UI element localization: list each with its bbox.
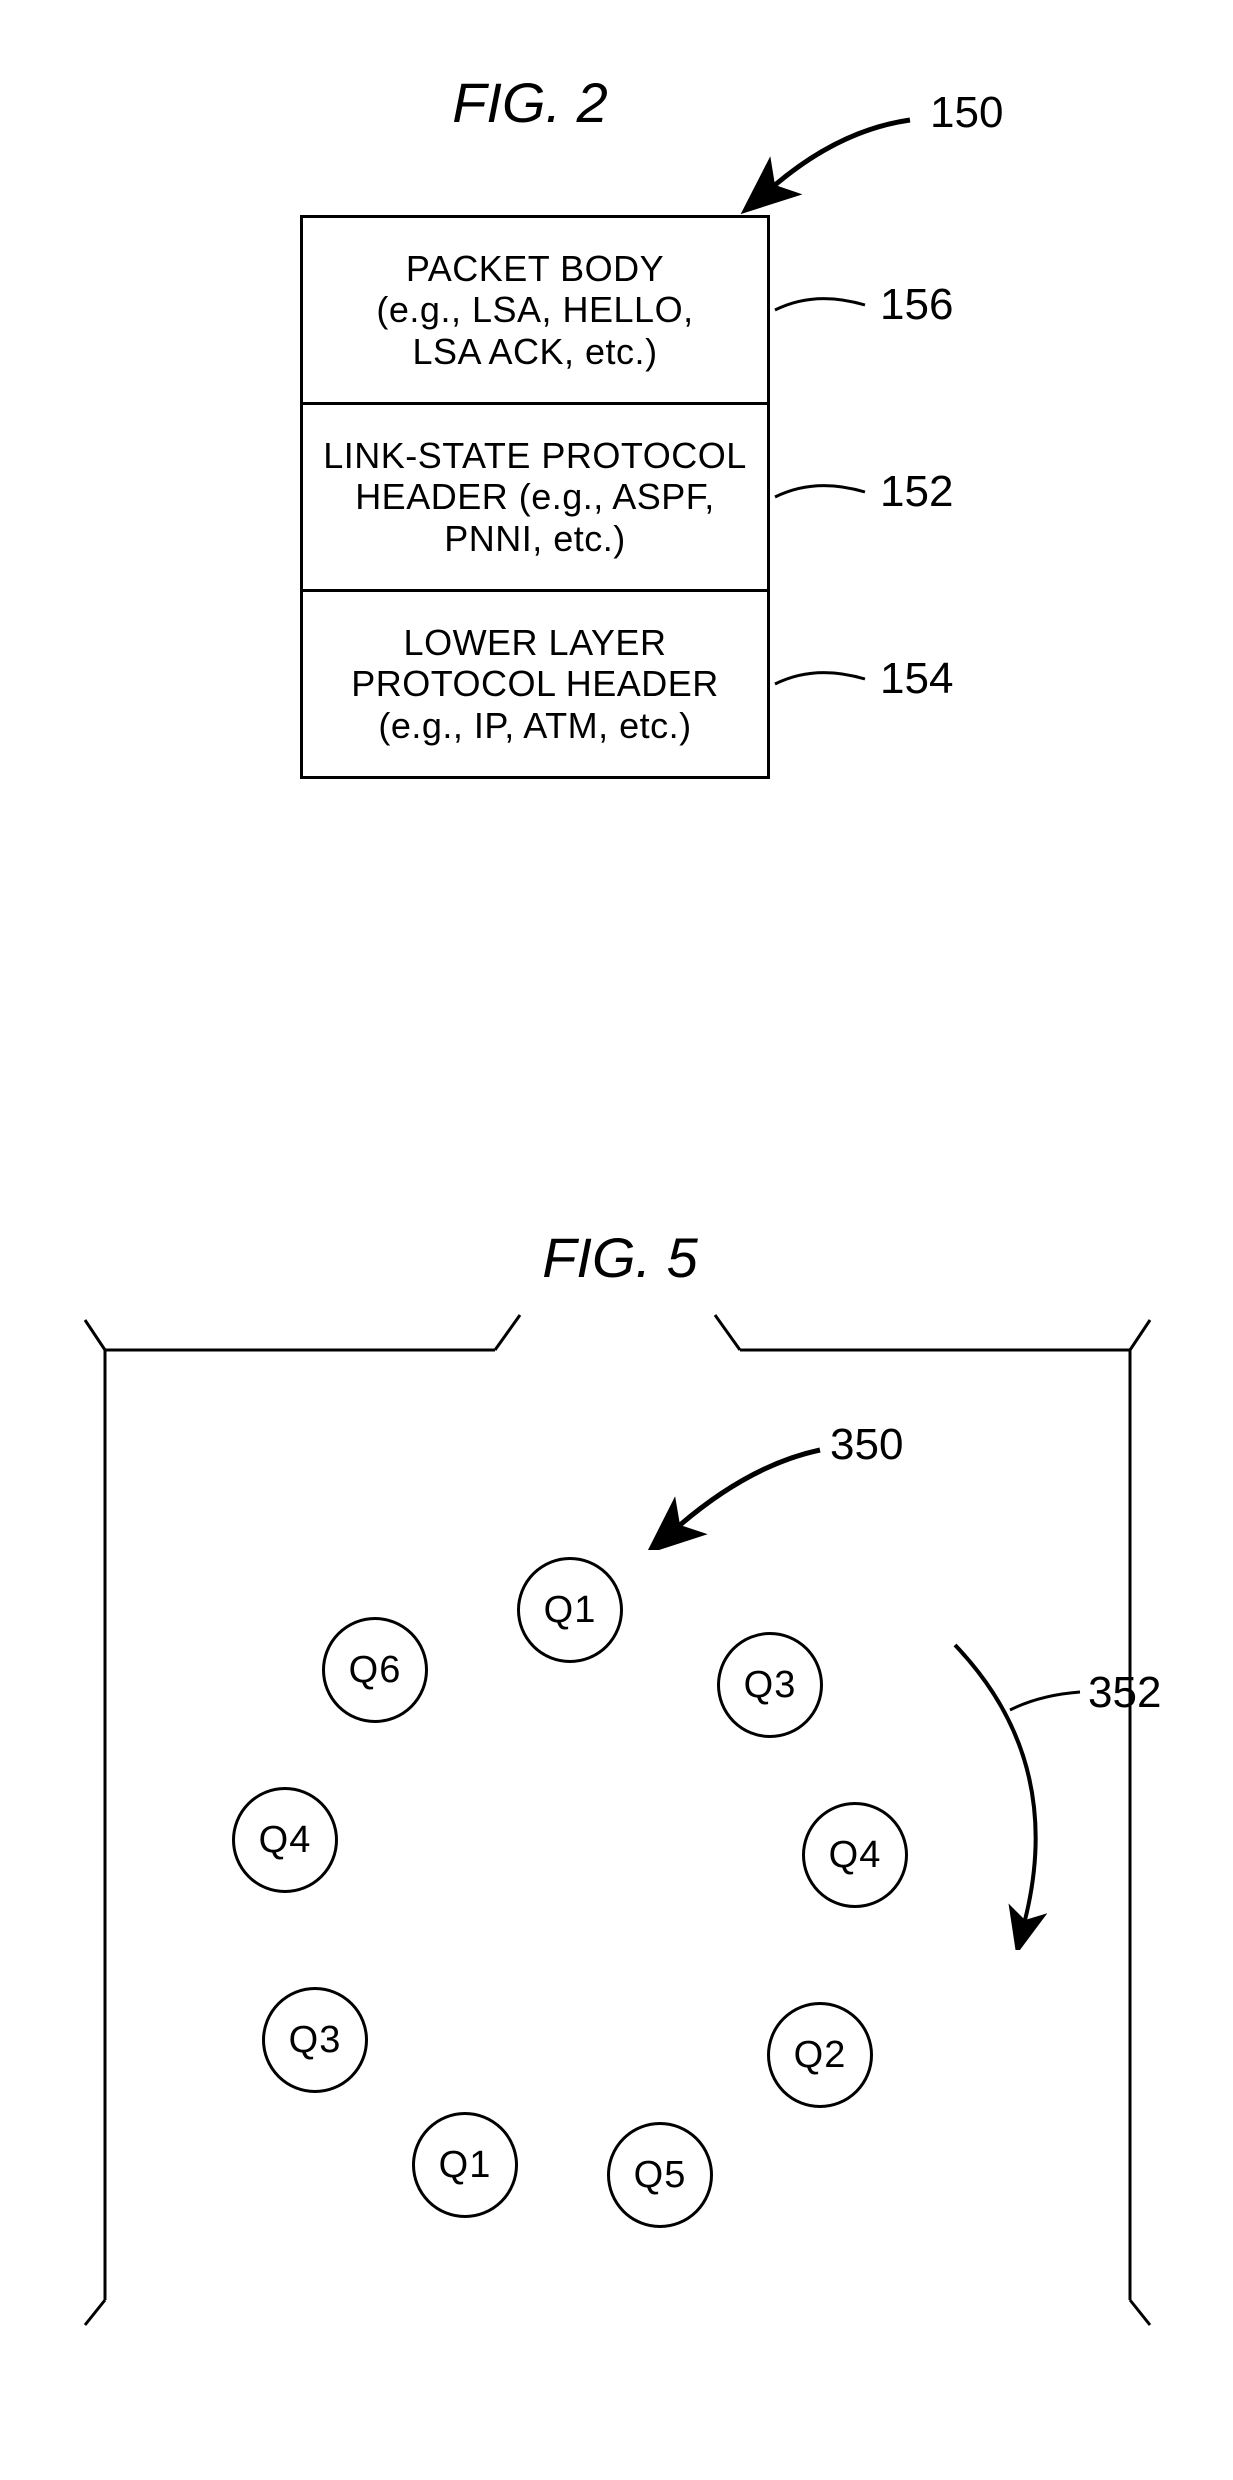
fig5-node-label: Q1 (544, 1589, 597, 1632)
fig5-node-label: Q4 (259, 1819, 312, 1862)
fig2-box-lower-line2: (e.g., IP, ATM, etc.) (378, 705, 691, 746)
fig5-ref-main: 350 (830, 1420, 903, 1470)
fig2-box-lower-line1: PROTOCOL HEADER (351, 663, 719, 704)
fig2-box-linkstate: LINK-STATE PROTOCOL HEADER (e.g., ASPF, … (300, 402, 770, 592)
fig5-node-q3-r: Q3 (717, 1632, 823, 1738)
fig2-box-body-line1: (e.g., LSA, HELLO, (376, 289, 693, 330)
fig2-box-linkstate-line1: HEADER (e.g., ASPF, (355, 476, 715, 517)
fig5-node-q4-r: Q4 (802, 1802, 908, 1908)
fig2-box-body: PACKET BODY (e.g., LSA, HELLO, LSA ACK, … (300, 215, 770, 405)
fig2-leader-154 (770, 654, 880, 714)
fig5-node-label: Q6 (349, 1649, 402, 1692)
fig5-node-q3-l: Q3 (262, 1987, 368, 2093)
fig2-box-lower: LOWER LAYER PROTOCOL HEADER (e.g., IP, A… (300, 589, 770, 779)
fig5-node-q5: Q5 (607, 2122, 713, 2228)
fig5-node-label: Q3 (744, 1664, 797, 1707)
fig2-ref-156: 156 (880, 280, 953, 330)
fig2-ref-154: 154 (880, 654, 953, 704)
fig5-node-q4-l: Q4 (232, 1787, 338, 1893)
fig2-box-lower-line0: LOWER LAYER (404, 622, 667, 663)
fig5-ref350-arrow (640, 1430, 860, 1550)
fig5-node-label: Q5 (634, 2154, 687, 2197)
fig5-node-q2: Q2 (767, 2002, 873, 2108)
fig5-title: FIG. 5 (470, 1225, 770, 1290)
fig2-box-linkstate-line2: PNNI, etc.) (444, 518, 626, 559)
fig2-leader-152 (770, 467, 880, 527)
fig5-node-q1-bl: Q1 (412, 2112, 518, 2218)
fig2-box-body-line0: PACKET BODY (406, 248, 664, 289)
fig5-ref-arc: 352 (1088, 1668, 1161, 1718)
fig2-box-linkstate-line0: LINK-STATE PROTOCOL (323, 435, 747, 476)
fig5-node-label: Q3 (289, 2019, 342, 2062)
fig2-title: FIG. 2 (380, 70, 680, 135)
fig5-arc-352 (930, 1620, 1110, 1950)
fig2-ref-152: 152 (880, 467, 953, 517)
fig5-node-label: Q4 (829, 1834, 882, 1877)
fig2-ref-main: 150 (930, 88, 1003, 138)
fig2-ref-arrow (720, 100, 960, 220)
fig5-node-q1-top: Q1 (517, 1557, 623, 1663)
fig5-node-label: Q1 (439, 2144, 492, 2187)
fig2-leader-156 (770, 280, 880, 340)
fig5-node-q6: Q6 (322, 1617, 428, 1723)
page: FIG. 2 150 PACKET BODY (e.g., LSA, HELLO… (0, 0, 1233, 2480)
fig5-node-label: Q2 (794, 2034, 847, 2077)
fig2-box-body-line2: LSA ACK, etc.) (412, 331, 657, 372)
